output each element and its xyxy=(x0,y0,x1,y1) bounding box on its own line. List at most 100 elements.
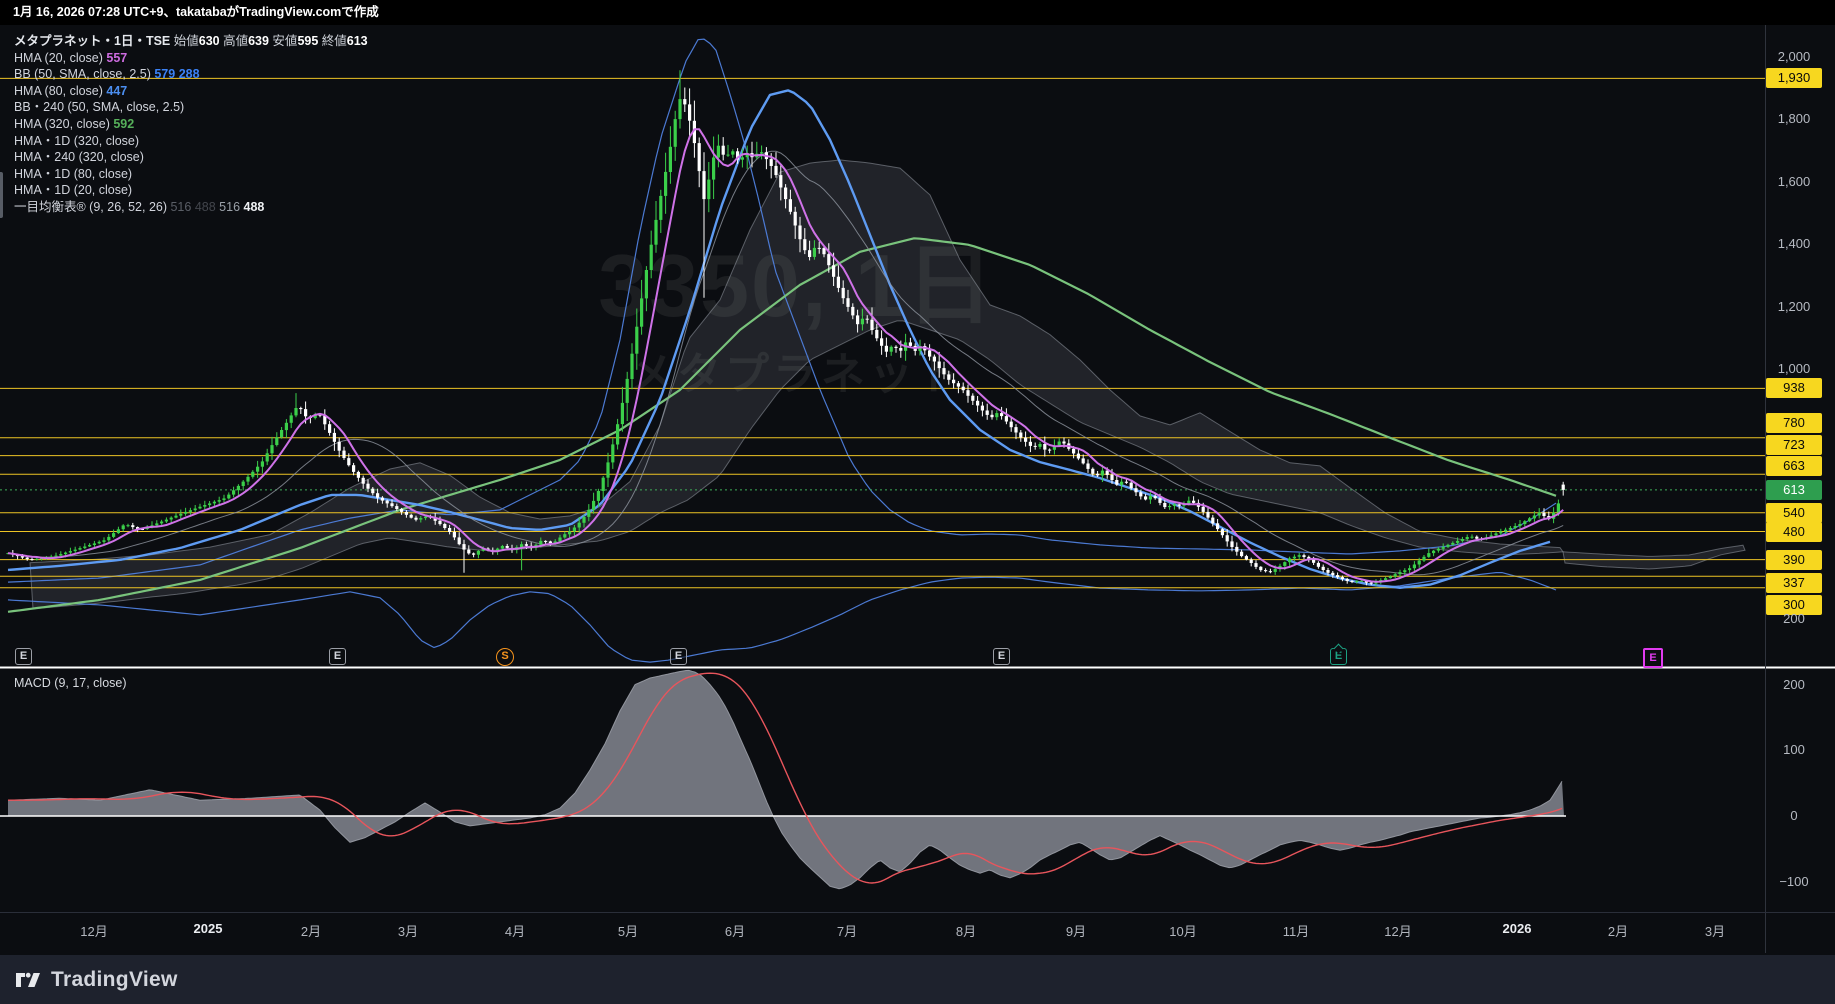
hma80-line xyxy=(7,89,1551,589)
pane-separator[interactable] xyxy=(0,666,1835,669)
creation-attribution-bar: 1月 16, 2026 07:28 UTC+9、takatabaがTrading… xyxy=(0,0,1835,25)
macd-signal-line xyxy=(8,672,1563,884)
macd-axis-label: 100 xyxy=(1783,742,1805,757)
price-axis-label: 1,000 xyxy=(1777,361,1811,376)
legend-text: 一目均衡表® (9, 26, 52, 26) xyxy=(14,199,171,214)
earnings-event-badge[interactable]: E xyxy=(1330,648,1347,665)
alert-price-axis-label: 540 xyxy=(1766,503,1822,523)
alert-price-axis-label: 938 xyxy=(1766,378,1822,398)
price-axis-label: 1,400 xyxy=(1777,236,1811,251)
legend-text: HMA・1D (80, close) xyxy=(14,166,133,181)
time-axis-label: 5月 xyxy=(617,924,639,939)
time-axis-label: 7月 xyxy=(836,924,858,939)
indicator-row[interactable]: HMA (320, close) 592 xyxy=(14,116,368,133)
indicator-row[interactable]: HMA・240 (320, close) xyxy=(14,149,368,166)
alert-price-axis-label: 663 xyxy=(1766,456,1822,476)
symbol-ohlc-row[interactable]: メタプラネット・1日・TSE 始値630 高値639 安値595 終値613 xyxy=(14,33,368,50)
legend-drag-handle[interactable] xyxy=(0,172,3,218)
legend-text: 高値 xyxy=(219,34,249,48)
time-axis-label: 11月 xyxy=(1282,924,1310,939)
main-pane[interactable] xyxy=(0,38,1765,663)
hma20-line xyxy=(7,128,1564,583)
legend-text: 592 xyxy=(113,116,135,131)
alert-price-axis-label: 300 xyxy=(1766,595,1822,615)
alert-price-axis-label: 337 xyxy=(1766,573,1822,593)
macd-axis-label: 0 xyxy=(1790,808,1798,823)
indicator-row[interactable]: HMA・1D (20, close) xyxy=(14,182,368,199)
earnings-event-badge[interactable]: E xyxy=(1643,648,1663,668)
time-axis[interactable]: 12月 2025 2月 3月 4月 5月 6月 7月 8月 9月 10月 11月 12月 2026 2月 3月 xyxy=(0,912,1835,953)
price-axis-label: 1,200 xyxy=(1777,299,1811,314)
time-axis-label: 4月 xyxy=(504,924,526,939)
alert-price-axis-label: 480 xyxy=(1766,522,1822,542)
indicator-row[interactable]: HMA・1D (80, close) xyxy=(14,166,368,183)
time-axis-label: 12月 xyxy=(80,924,108,939)
earnings-event-badge[interactable]: E xyxy=(670,648,687,665)
time-axis-label: 2月 xyxy=(300,924,322,939)
attribution-text: 1月 16, 2026 07:28 UTC+9、takatabaがTrading… xyxy=(13,5,379,19)
legend-text: HMA (20, close) xyxy=(14,50,107,65)
legend-text: 447 xyxy=(106,83,128,98)
time-axis-label: 9月 xyxy=(1065,924,1087,939)
ichimoku-future-cloud xyxy=(1562,544,1746,570)
legend-text: 安値 xyxy=(268,34,298,48)
tradingview-logo-icon[interactable] xyxy=(14,969,42,991)
earnings-event-badge[interactable]: E xyxy=(15,648,32,665)
legend-text: 488 xyxy=(243,199,265,214)
alert-price-axis-label: 723 xyxy=(1766,435,1822,455)
price-axis-label: 1,600 xyxy=(1777,174,1811,189)
macd-indicator-label[interactable]: MACD (9, 17, close) xyxy=(14,676,127,690)
time-axis-label: 6月 xyxy=(724,924,746,939)
indicator-row[interactable]: HMA・1D (320, close) xyxy=(14,133,368,150)
price-axis[interactable]: 2,000 1,930 1,800 1,600 1,400 1,200 1,000 938 78… xyxy=(1765,25,1835,953)
time-axis-label: 2月 xyxy=(1607,924,1629,939)
time-axis-label: 3月 xyxy=(1704,924,1726,939)
alert-price-axis-label: 1,930 xyxy=(1766,68,1822,88)
time-axis-label: 12月 xyxy=(1384,924,1412,939)
macd-pane[interactable] xyxy=(0,669,1566,890)
legend-text: 488 xyxy=(194,199,220,214)
legend-text: 516 xyxy=(219,199,244,214)
legend-text: HMA・240 (320, close) xyxy=(14,150,144,165)
tradingview-attribution-bar: TradingView xyxy=(0,955,1835,1004)
price-axis-label: 1,800 xyxy=(1777,111,1811,126)
legend-text: HMA (320, close) xyxy=(14,116,114,131)
indicator-legend: メタプラネット・1日・TSE 始値630 高値639 安値595 終値613 HM… xyxy=(14,33,368,216)
bb-lower-band-line xyxy=(7,572,1557,663)
price-axis-label: 2,000 xyxy=(1777,49,1811,64)
legend-text: HMA・1D (20, close) xyxy=(14,183,133,198)
price-axis-label: 200 xyxy=(1783,611,1805,626)
legend-text: 288 xyxy=(178,67,200,82)
legend-text: 始値 xyxy=(170,34,199,48)
macd-axis-label: 200 xyxy=(1783,677,1805,692)
indicator-row[interactable]: 一目均衡表® (9, 26, 52, 26) 516 488 516 488 xyxy=(14,199,368,216)
alert-price-axis-label: 780 xyxy=(1766,413,1822,433)
macd-line xyxy=(7,669,1563,890)
time-axis-label: 3月 xyxy=(397,924,419,939)
earnings-event-badge[interactable]: E xyxy=(993,648,1010,665)
legend-text: BB・240 (50, SMA, close, 2.5) xyxy=(14,100,185,115)
indicator-row[interactable]: BB (50, SMA, close, 2.5) 579 288 xyxy=(14,66,368,83)
split-event-badge[interactable]: S xyxy=(496,648,514,666)
legend-text: BB (50, SMA, close, 2.5) xyxy=(14,67,155,82)
legend-text: 630 xyxy=(198,34,220,48)
legend-text: 613 xyxy=(346,34,368,48)
legend-text: 579 xyxy=(154,67,179,82)
legend-text: 639 xyxy=(248,34,269,48)
earnings-event-badge[interactable]: E xyxy=(329,648,346,665)
indicator-row[interactable]: BB・240 (50, SMA, close, 2.5) xyxy=(14,99,368,116)
time-axis-label: 8月 xyxy=(955,924,977,939)
bb-basis-line xyxy=(7,150,1564,576)
macd-area xyxy=(8,670,1564,889)
indicator-row[interactable]: HMA (20, close) 557 xyxy=(14,50,368,67)
tradingview-brand-text[interactable]: TradingView xyxy=(51,967,178,991)
legend-text: 516 xyxy=(170,199,195,214)
legend-text: 終値 xyxy=(318,34,347,48)
alert-price-axis-label: 390 xyxy=(1766,550,1822,570)
hma320-line xyxy=(7,237,1557,613)
time-axis-label: 2025 xyxy=(193,921,223,936)
indicator-row[interactable]: HMA (80, close) 447 xyxy=(14,83,368,100)
legend-text: 595 xyxy=(297,34,319,48)
time-axis-label: 10月 xyxy=(1169,924,1197,939)
